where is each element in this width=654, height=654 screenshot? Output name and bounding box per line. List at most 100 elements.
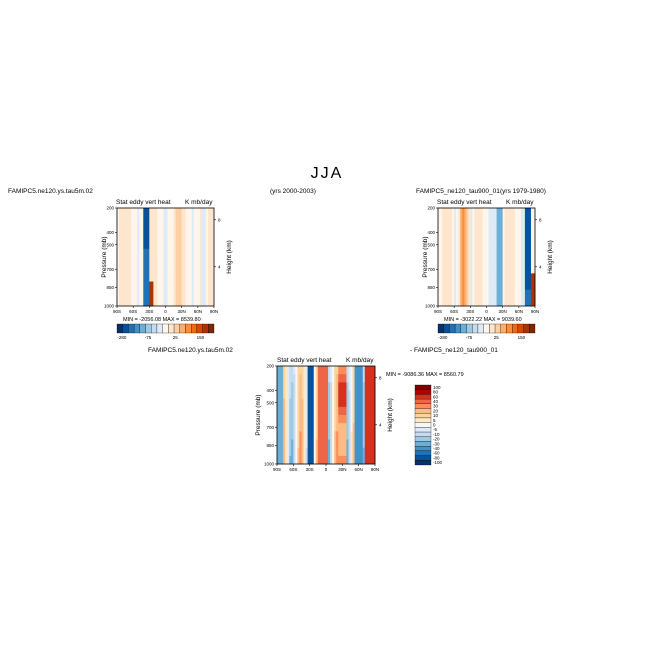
heatmap-cell [496,224,499,233]
panel1-heatmap [117,208,215,307]
heatmap-cell [326,406,329,416]
heatmap-cell [125,232,128,241]
heatmap-cell [137,257,140,266]
heatmap-cell [328,423,331,432]
heatmap-cell [438,232,441,241]
heatmap-cell [205,289,209,299]
heatmap-cell [500,297,503,307]
heatmap-cell [522,273,526,282]
heatmap-cell [344,423,347,432]
heatmap-cell [348,398,351,408]
heatmap-cell [438,208,441,217]
heatmap-cell [311,390,315,399]
heatmap-cell [295,406,298,416]
heatmap-cell [372,398,376,408]
heatmap-cell [123,232,126,241]
heatmap-cell [462,281,465,290]
heatmap-cell [169,273,172,282]
heatmap-cell [277,366,280,375]
heatmap-cell [478,265,481,274]
heatmap-cell [301,415,304,424]
heatmap-cell [506,208,510,217]
heatmap-cell [129,216,132,225]
heatmap-cell [480,232,483,241]
heatmap-cell [167,281,170,290]
heatmap-cell [476,248,479,258]
heatmap-cell [338,439,341,448]
heatmap-cell [165,281,168,290]
heatmap-cell [315,423,319,432]
heatmap-cell [522,240,526,250]
heatmap-cell [307,390,310,399]
heatmap-cell [444,216,447,225]
heatmap-cell [309,366,313,375]
colorbar-swatch [173,323,180,334]
heatmap-cell [315,439,319,448]
heatmap-cell [119,248,122,258]
heatmap-cell [145,297,148,307]
heatmap-cell [486,257,489,266]
heatmap-cell [323,390,327,399]
heatmap-cell [313,415,317,424]
heatmap-cell [137,281,140,290]
heatmap-cell [137,232,140,241]
heatmap-cell [522,281,526,290]
heatmap-cell [450,224,453,233]
heatmap-cell [305,366,308,375]
heatmap-cell [297,366,300,375]
heatmap-cell [131,208,134,217]
heatmap-cell [348,382,351,391]
colorbar-swatch [128,323,135,334]
heatmap-cell [488,297,491,307]
heatmap-cell [438,281,441,290]
heatmap-cell [197,216,201,225]
heatmap-cell [175,297,178,307]
heatmap-cell [510,240,514,250]
heatmap-cell [123,281,126,290]
heatmap-cell [336,398,339,408]
heatmap-cell [450,273,453,282]
heatmap-cell [201,240,205,250]
heatmap-cell [309,382,313,391]
heatmap-cell [462,257,465,266]
heatmap-cell [281,366,284,375]
heatmap-cell [476,257,479,266]
heatmap-cell [121,297,124,307]
heatmap-cell [364,447,368,457]
heatmap-cell [490,232,493,241]
heatmap-cell [127,289,130,299]
heatmap-cell [444,257,447,266]
heatmap-cell [201,273,205,282]
heatmap-cell [185,289,189,299]
heatmap-cell [364,390,368,399]
heatmap-cell [117,297,120,307]
heatmap-cell [157,265,160,274]
heatmap-cell [299,406,302,416]
heatmap-cell [155,257,158,266]
heatmap-cell [492,281,495,290]
heatmap-cell [323,455,327,465]
heatmap-cell [199,265,203,274]
heatmap-cell [368,439,372,448]
heatmap-cell [191,273,195,282]
heatmap-cell [141,216,144,225]
heatmap-cell [315,382,319,391]
heatmap-cell [181,248,184,258]
heatmap-cell [173,240,176,250]
heatmap-cell [153,289,156,299]
heatmap-cell [334,398,337,408]
heatmap-cell [143,257,146,266]
heatmap-cell [133,232,136,241]
heatmap-cell [370,382,374,391]
heatmap-cell [518,257,522,266]
heatmap-cell [372,366,376,375]
heatmap-cell [510,216,514,225]
heatmap-cell [528,248,532,258]
heatmap-cell [514,224,518,233]
heatmap-cell [462,273,465,282]
heatmap-cell [350,439,353,448]
heatmap-cell [486,281,489,290]
heatmap-cell [137,265,140,274]
heatmap-cell [524,232,528,241]
